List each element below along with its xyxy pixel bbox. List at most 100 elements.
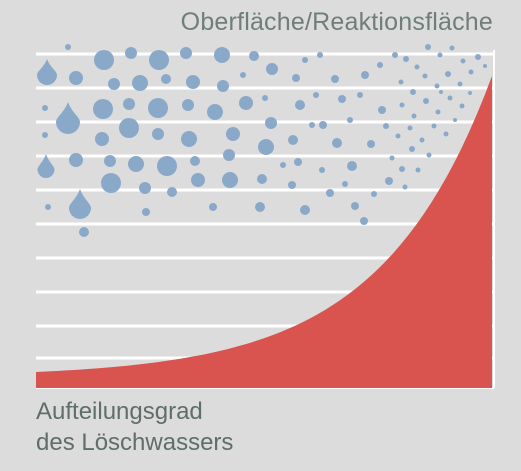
water-droplet-dot <box>445 71 451 77</box>
water-droplet-dot <box>422 73 428 79</box>
water-droplet-dot <box>331 75 339 83</box>
water-drop-icon <box>37 59 57 85</box>
water-droplet-dot <box>419 137 425 143</box>
water-droplet-dot <box>415 167 421 173</box>
stripe-line <box>36 52 494 56</box>
stripe-line <box>36 188 494 192</box>
stripe-line <box>36 222 494 226</box>
water-droplet-dot <box>360 217 368 225</box>
water-droplet-dot <box>459 103 465 109</box>
water-droplet-dot <box>431 123 437 129</box>
water-droplet-dot <box>65 44 71 50</box>
water-droplet-dot <box>453 118 457 122</box>
water-droplet-dot <box>371 191 377 197</box>
water-droplet-dot <box>389 155 395 161</box>
water-droplet-dot <box>94 50 114 70</box>
water-drop-icon <box>37 154 55 178</box>
water-droplet-dot <box>42 105 48 111</box>
water-droplet-dot <box>483 64 487 68</box>
water-droplet-dot <box>101 173 121 193</box>
water-droplet-dot <box>45 204 51 210</box>
water-droplet-dot <box>69 153 83 167</box>
water-droplet-dot <box>399 102 405 108</box>
water-droplet-dot <box>378 106 386 114</box>
water-droplet-dot <box>437 52 443 58</box>
water-droplet-dot <box>148 98 168 118</box>
water-droplet-dot <box>240 72 246 78</box>
water-droplet-dot <box>295 100 305 110</box>
water-drop-icon <box>56 102 80 134</box>
stripe-line <box>36 120 494 124</box>
water-droplet-dot <box>347 161 357 171</box>
stripe-line <box>36 256 494 260</box>
water-droplet-dot <box>139 182 151 194</box>
water-droplet-dot <box>167 187 177 197</box>
water-droplet-dot <box>398 79 404 85</box>
water-droplet-dot <box>132 75 148 91</box>
water-droplet-dot <box>414 64 420 70</box>
fragmentation-label: Aufteilungsgrad des Löschwassers <box>36 396 233 458</box>
water-droplet-dot <box>157 156 177 176</box>
water-droplet-dot <box>149 50 169 70</box>
water-droplet-dot <box>361 71 369 79</box>
water-droplet-dot <box>262 95 268 101</box>
water-droplet-dot <box>222 172 238 188</box>
water-droplet-dot <box>392 52 398 58</box>
water-droplet-dot <box>69 71 83 85</box>
water-droplet-dot <box>142 208 150 216</box>
water-droplet-dot <box>425 44 431 50</box>
water-droplet-dot <box>191 173 205 187</box>
water-droplet-dot <box>411 113 417 119</box>
water-droplet-dot <box>190 156 200 166</box>
water-droplet-dot <box>214 47 230 63</box>
water-droplet-dot <box>181 131 197 147</box>
water-droplet-dot <box>460 58 466 64</box>
water-droplet-dot <box>449 45 455 51</box>
water-droplet-dot <box>239 96 253 110</box>
stripe-line <box>36 290 494 294</box>
water-droplet-dot <box>326 189 334 197</box>
water-droplet-dot <box>104 155 116 167</box>
water-droplet-dot <box>383 123 389 129</box>
water-droplet-dot <box>180 47 192 59</box>
water-droplet-dot <box>108 78 120 90</box>
water-droplet-dot <box>294 158 302 166</box>
water-droplets <box>37 44 487 237</box>
water-droplet-dot <box>385 177 393 185</box>
water-droplet-dot <box>357 92 363 98</box>
water-droplet-dot <box>399 166 405 172</box>
water-droplet-dot <box>257 174 267 184</box>
water-droplet-dot <box>300 205 310 215</box>
stripe-line <box>36 324 494 328</box>
water-droplet-dot <box>309 122 315 128</box>
water-droplet-dot <box>292 74 300 82</box>
water-droplet-dot <box>410 89 416 95</box>
water-drop-icon <box>69 189 91 219</box>
water-droplet-dot <box>288 135 298 145</box>
water-droplet-dot <box>367 140 375 148</box>
water-droplet-dot <box>265 117 277 129</box>
fragmentation-label-line2: des Löschwassers <box>36 429 234 456</box>
water-droplet-dot <box>42 132 48 138</box>
water-droplet-dot <box>123 98 135 110</box>
water-droplet-dot <box>258 139 274 155</box>
water-droplet-dot <box>468 69 474 75</box>
stripe-line <box>36 86 494 90</box>
water-droplet-dot <box>79 227 89 237</box>
water-droplet-dot <box>443 131 449 137</box>
surface-area-curve <box>36 76 492 388</box>
water-droplet-dot <box>223 149 235 161</box>
water-droplet-dot <box>119 118 139 138</box>
water-droplet-dot <box>475 54 481 60</box>
water-droplet-dot <box>161 74 171 84</box>
water-droplet-dot <box>434 83 440 89</box>
water-droplet-dot <box>288 181 296 189</box>
water-droplet-dot <box>426 152 432 158</box>
water-droplet-dot <box>403 56 409 62</box>
water-droplet-dot <box>439 90 443 94</box>
water-droplet-dot <box>217 80 229 92</box>
water-droplet-dot <box>423 98 429 104</box>
water-droplet-dot <box>435 109 441 115</box>
water-droplet-dot <box>302 57 308 63</box>
